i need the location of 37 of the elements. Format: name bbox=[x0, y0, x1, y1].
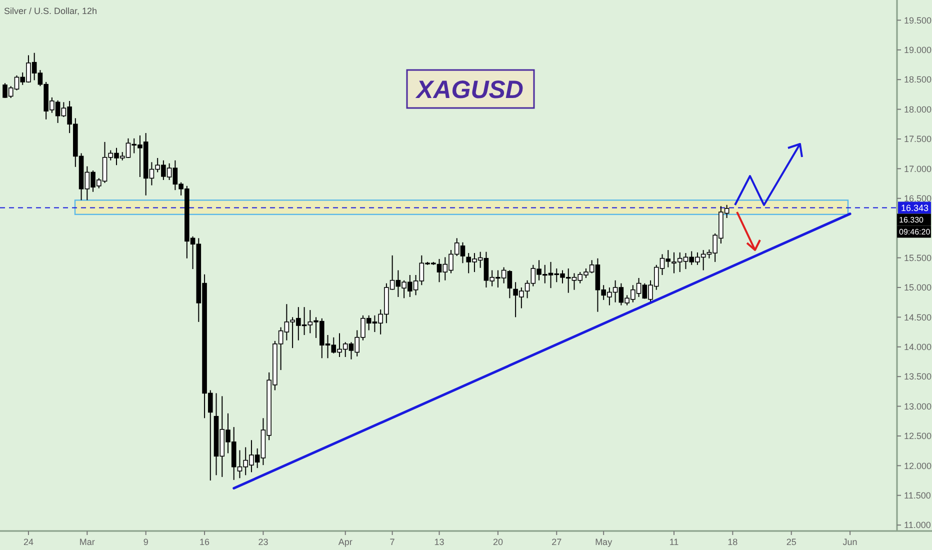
x-tick-label: Jun bbox=[842, 537, 858, 547]
x-tick-label: May bbox=[595, 537, 613, 547]
x-tick-label: 24 bbox=[23, 537, 34, 547]
x-tick-label: Apr bbox=[338, 537, 352, 547]
y-tick-label: 19.500 bbox=[904, 15, 932, 26]
y-tick-label: 15.000 bbox=[904, 282, 932, 293]
x-tick-label: 25 bbox=[786, 537, 796, 547]
y-tick-label: 11.000 bbox=[904, 520, 931, 530]
y-tick-label: 12.000 bbox=[904, 460, 932, 471]
y-tick-label: 15.500 bbox=[904, 252, 932, 263]
x-tick-label: 11 bbox=[669, 537, 679, 547]
y-tick-label: 17.500 bbox=[904, 134, 932, 144]
text: Silver / U.S. Dollar, 12h bbox=[4, 6, 98, 16]
x-tick-label: 23 bbox=[258, 537, 268, 547]
y-tick-label: 14.000 bbox=[904, 342, 932, 352]
y-tick-label: 16.500 bbox=[904, 194, 932, 204]
x-tick-label: 16 bbox=[200, 537, 210, 547]
y-tick-label: 14.500 bbox=[904, 312, 932, 322]
y-tick-label: 18.000 bbox=[904, 104, 932, 114]
x-tick-label: 7 bbox=[390, 537, 395, 547]
x-tick-label: 18 bbox=[728, 537, 738, 547]
text: 09:46:20 bbox=[899, 228, 931, 237]
y-tick-label: 18.500 bbox=[904, 74, 932, 85]
y-tick-label: 13.000 bbox=[904, 401, 932, 412]
x-tick-label: 9 bbox=[143, 537, 148, 547]
text: 16.330 bbox=[899, 216, 924, 225]
annotation: XAGUSD bbox=[414, 76, 524, 104]
y-tick-label: 13.500 bbox=[904, 372, 932, 382]
x-tick-label: 20 bbox=[492, 537, 503, 547]
x-tick-label: 13 bbox=[434, 537, 444, 547]
x-tick-label: 27 bbox=[552, 537, 562, 547]
y-tick-label: 12.500 bbox=[904, 431, 932, 442]
ref-line-label: 16.343 bbox=[901, 202, 929, 213]
y-tick-label: 11.500 bbox=[904, 490, 931, 501]
y-tick-label: 17.000 bbox=[904, 164, 932, 174]
x-tick-label: Mar bbox=[79, 537, 95, 547]
y-tick-label: 19.000 bbox=[904, 45, 932, 56]
